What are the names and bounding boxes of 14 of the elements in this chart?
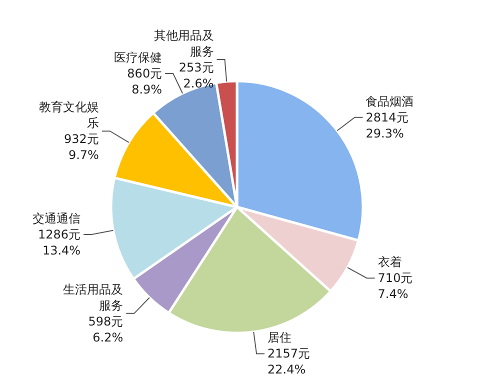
data-label: 598元 6.2% <box>88 314 124 344</box>
slice-label: 衣着 <box>378 255 402 270</box>
slice-label: 居住 <box>268 330 292 345</box>
data-label: 2157元 22.4% <box>268 346 310 377</box>
slice-label: 食品烟酒 <box>366 94 414 108</box>
slice-label: 交通通信 <box>32 211 81 226</box>
data-label: 932元 9.7% <box>64 132 99 162</box>
slice-label: 生活用品及服务 <box>63 282 124 312</box>
data-label: 1286元 13.4% <box>38 227 81 258</box>
data-label: 253元 2.6% <box>178 60 214 91</box>
data-label: 710元 7.4% <box>378 271 413 302</box>
data-label: 860元 8.9% <box>127 66 162 97</box>
data-label: 2814元 29.3% <box>366 110 408 140</box>
slice-label: 教育文化娱乐 <box>38 100 99 130</box>
